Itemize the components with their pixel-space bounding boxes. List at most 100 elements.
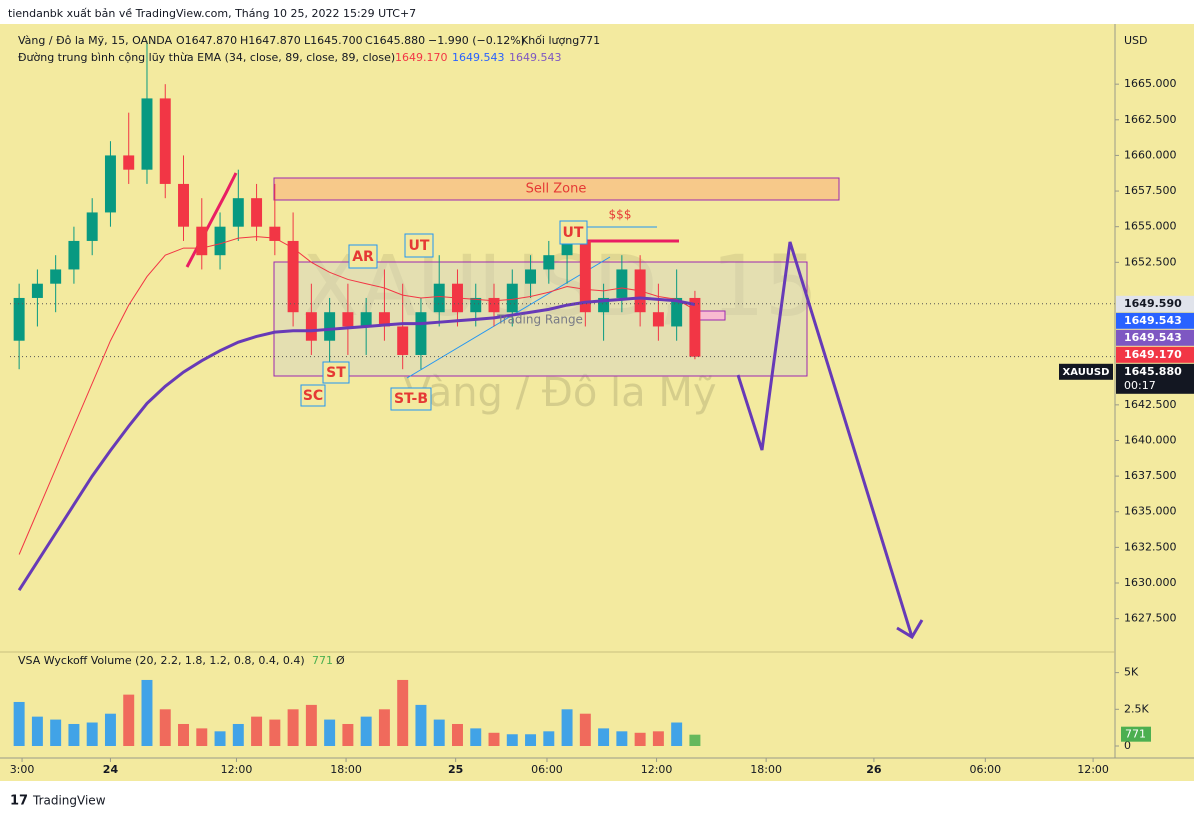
projection-arrow (736, 241, 924, 640)
chart-area (0, 24, 1194, 781)
x-tick-label: 06:00 (531, 763, 563, 776)
volume-bar (141, 679, 153, 746)
volume-bar (159, 709, 171, 746)
x-tick-label: 18:00 (330, 763, 362, 776)
x-tick-label: 12:00 (1077, 763, 1109, 776)
volume-bar (196, 728, 208, 746)
legend-low: L1645.700 (304, 34, 363, 47)
volume-bar (378, 709, 390, 746)
y-tick-label: 1665.000 (1124, 77, 1177, 90)
volume-symbol: Ø (336, 654, 345, 667)
volume-bar (488, 732, 500, 746)
x-tick-label: 06:00 (969, 763, 1001, 776)
legend: Vàng / Đô la Mỹ, 15, OANDA O1647.870 H16… (18, 34, 600, 64)
price-tag (1116, 346, 1194, 363)
x-tick-label: 18:00 (750, 763, 782, 776)
price-tag-label: 1649.170 (1124, 348, 1182, 361)
x-tick-label: 3:00 (10, 763, 35, 776)
volume-bar (251, 716, 263, 746)
y-tick-label: 1662.500 (1124, 113, 1177, 126)
logo-mark: 𝟭𝟳 (10, 794, 28, 809)
st-b-label: ST-B (394, 391, 428, 407)
symbol-tag-label: XAUUSD (1063, 367, 1110, 378)
candle-body (196, 226, 208, 256)
volume-bar (506, 734, 518, 746)
ut-label: UT (563, 225, 584, 241)
volume-bar (598, 728, 610, 746)
candle-body (31, 283, 43, 298)
volume-bar (415, 704, 427, 746)
volume-bar (452, 723, 463, 746)
candle-body (616, 269, 628, 298)
x-tick-label: 12:00 (221, 763, 253, 776)
sell-zone-box (273, 177, 840, 201)
candle-body (50, 269, 62, 284)
volume-bar (543, 731, 555, 746)
volume-bar (634, 732, 646, 746)
volume-bar (360, 716, 372, 746)
volume-bar (671, 722, 683, 746)
liquidity-label: $$$ (609, 208, 632, 222)
candle-body (68, 240, 80, 270)
price-tag (1116, 363, 1194, 394)
volume-bar (104, 713, 116, 746)
y-tick-label: 1632.500 (1124, 540, 1177, 553)
label-box (404, 233, 434, 258)
ar-label: AR (352, 249, 374, 265)
indicator-value: 1649.170 (395, 51, 448, 64)
label-box (300, 384, 326, 407)
candle-body (415, 312, 427, 355)
indicator-name: Đường trung bình cộng lũy thừa EMA (34, … (18, 51, 395, 64)
candle-body (104, 155, 116, 213)
candle-body (561, 240, 573, 256)
candle-body (178, 183, 189, 227)
y-tick-label: 1637.500 (1124, 469, 1177, 482)
x-tick-label: 24 (103, 763, 119, 776)
price-tag (1116, 312, 1194, 329)
volume-bar (13, 701, 25, 746)
label-box (348, 244, 378, 269)
volume-last: 771 (312, 654, 333, 667)
indicator-value: 1649.543 (452, 51, 505, 64)
countdown: 00:17 (1124, 379, 1156, 392)
candle-body (123, 155, 135, 170)
y-tick-label: 1640.000 (1124, 433, 1177, 446)
volume-tick-label: 0 (1124, 739, 1131, 752)
volume-bar (561, 709, 573, 746)
y-tick-label: 1627.500 (1124, 612, 1177, 625)
candle-body (689, 297, 701, 357)
volume-bar (178, 723, 189, 746)
candle-body (232, 198, 244, 227)
wyckoff-labels: AR UT UT SC ST ST-B (300, 220, 588, 411)
volume-bar (525, 734, 537, 746)
ema-line (18, 236, 696, 555)
price-tag-label: 1649.543 (1124, 331, 1182, 344)
volume-bar (269, 719, 281, 746)
price-tag-label: 1649.543 (1124, 314, 1182, 327)
legend-high: H1647.870 (240, 34, 301, 47)
y-tick-label: 1655.000 (1124, 220, 1177, 233)
candle-body (671, 297, 683, 327)
candle-body (543, 255, 555, 270)
sc-label: SC (303, 388, 323, 404)
volume-bar (433, 719, 445, 746)
y-tick-label: 1635.000 (1124, 505, 1177, 518)
candle-body (251, 198, 263, 227)
candle-body (579, 240, 591, 313)
volume-bar (470, 728, 482, 746)
candle-body (652, 312, 664, 327)
volume-tick-label: 5K (1124, 666, 1139, 679)
candle-body (433, 283, 445, 313)
volume-bar (305, 704, 317, 746)
candle-body (506, 283, 518, 313)
volume-tag (1121, 726, 1151, 742)
volume-bar (214, 731, 226, 746)
candle-body (470, 297, 482, 313)
candle-body (159, 98, 171, 184)
volume-bar (31, 716, 43, 746)
volume-bar (68, 723, 80, 746)
candle-body (525, 269, 537, 284)
legend-close: C1645.880 (365, 34, 425, 47)
